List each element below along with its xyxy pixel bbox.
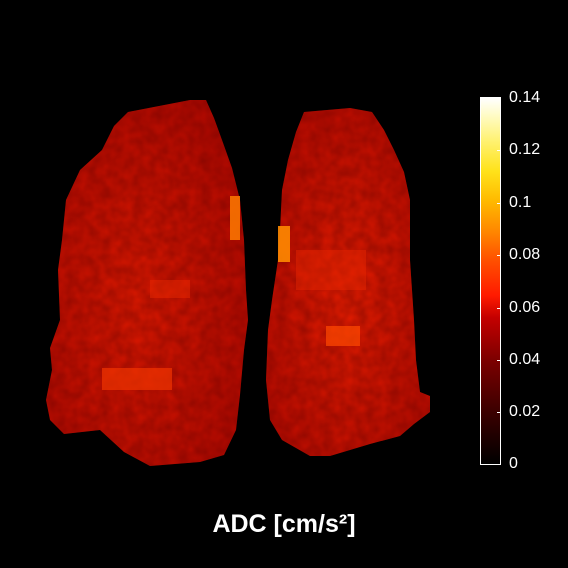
colorbar-tick-label: 0.1 bbox=[509, 194, 532, 211]
right-lung-region bbox=[266, 108, 430, 456]
colorbar-tick-mark bbox=[497, 412, 501, 413]
colorbar-tick-label: 0.08 bbox=[509, 246, 541, 263]
colorbar-tick-label: 0.12 bbox=[509, 141, 541, 158]
colorbar-tick-label: 0.14 bbox=[509, 89, 541, 106]
colorbar-tick-mark bbox=[497, 360, 501, 361]
colorbar-tick-label: 0.06 bbox=[509, 299, 541, 316]
colorbar-tick-mark bbox=[497, 150, 501, 151]
colorbar-tick-mark bbox=[497, 308, 501, 309]
colorbar-tick-mark bbox=[497, 98, 501, 99]
figure-xlabel: ADC [cm/s²] bbox=[212, 510, 356, 538]
colorbar bbox=[480, 97, 501, 465]
colorbar-tick-mark bbox=[497, 464, 501, 465]
colorbar-tick-label: 0.02 bbox=[509, 403, 541, 420]
left-lung-region bbox=[46, 100, 248, 466]
colorbar-tick-label: 0.04 bbox=[509, 351, 541, 368]
colorbar-tick-label: 0 bbox=[509, 455, 518, 472]
colorbar-tick-mark bbox=[497, 255, 501, 256]
colorbar-tick-mark bbox=[497, 203, 501, 204]
